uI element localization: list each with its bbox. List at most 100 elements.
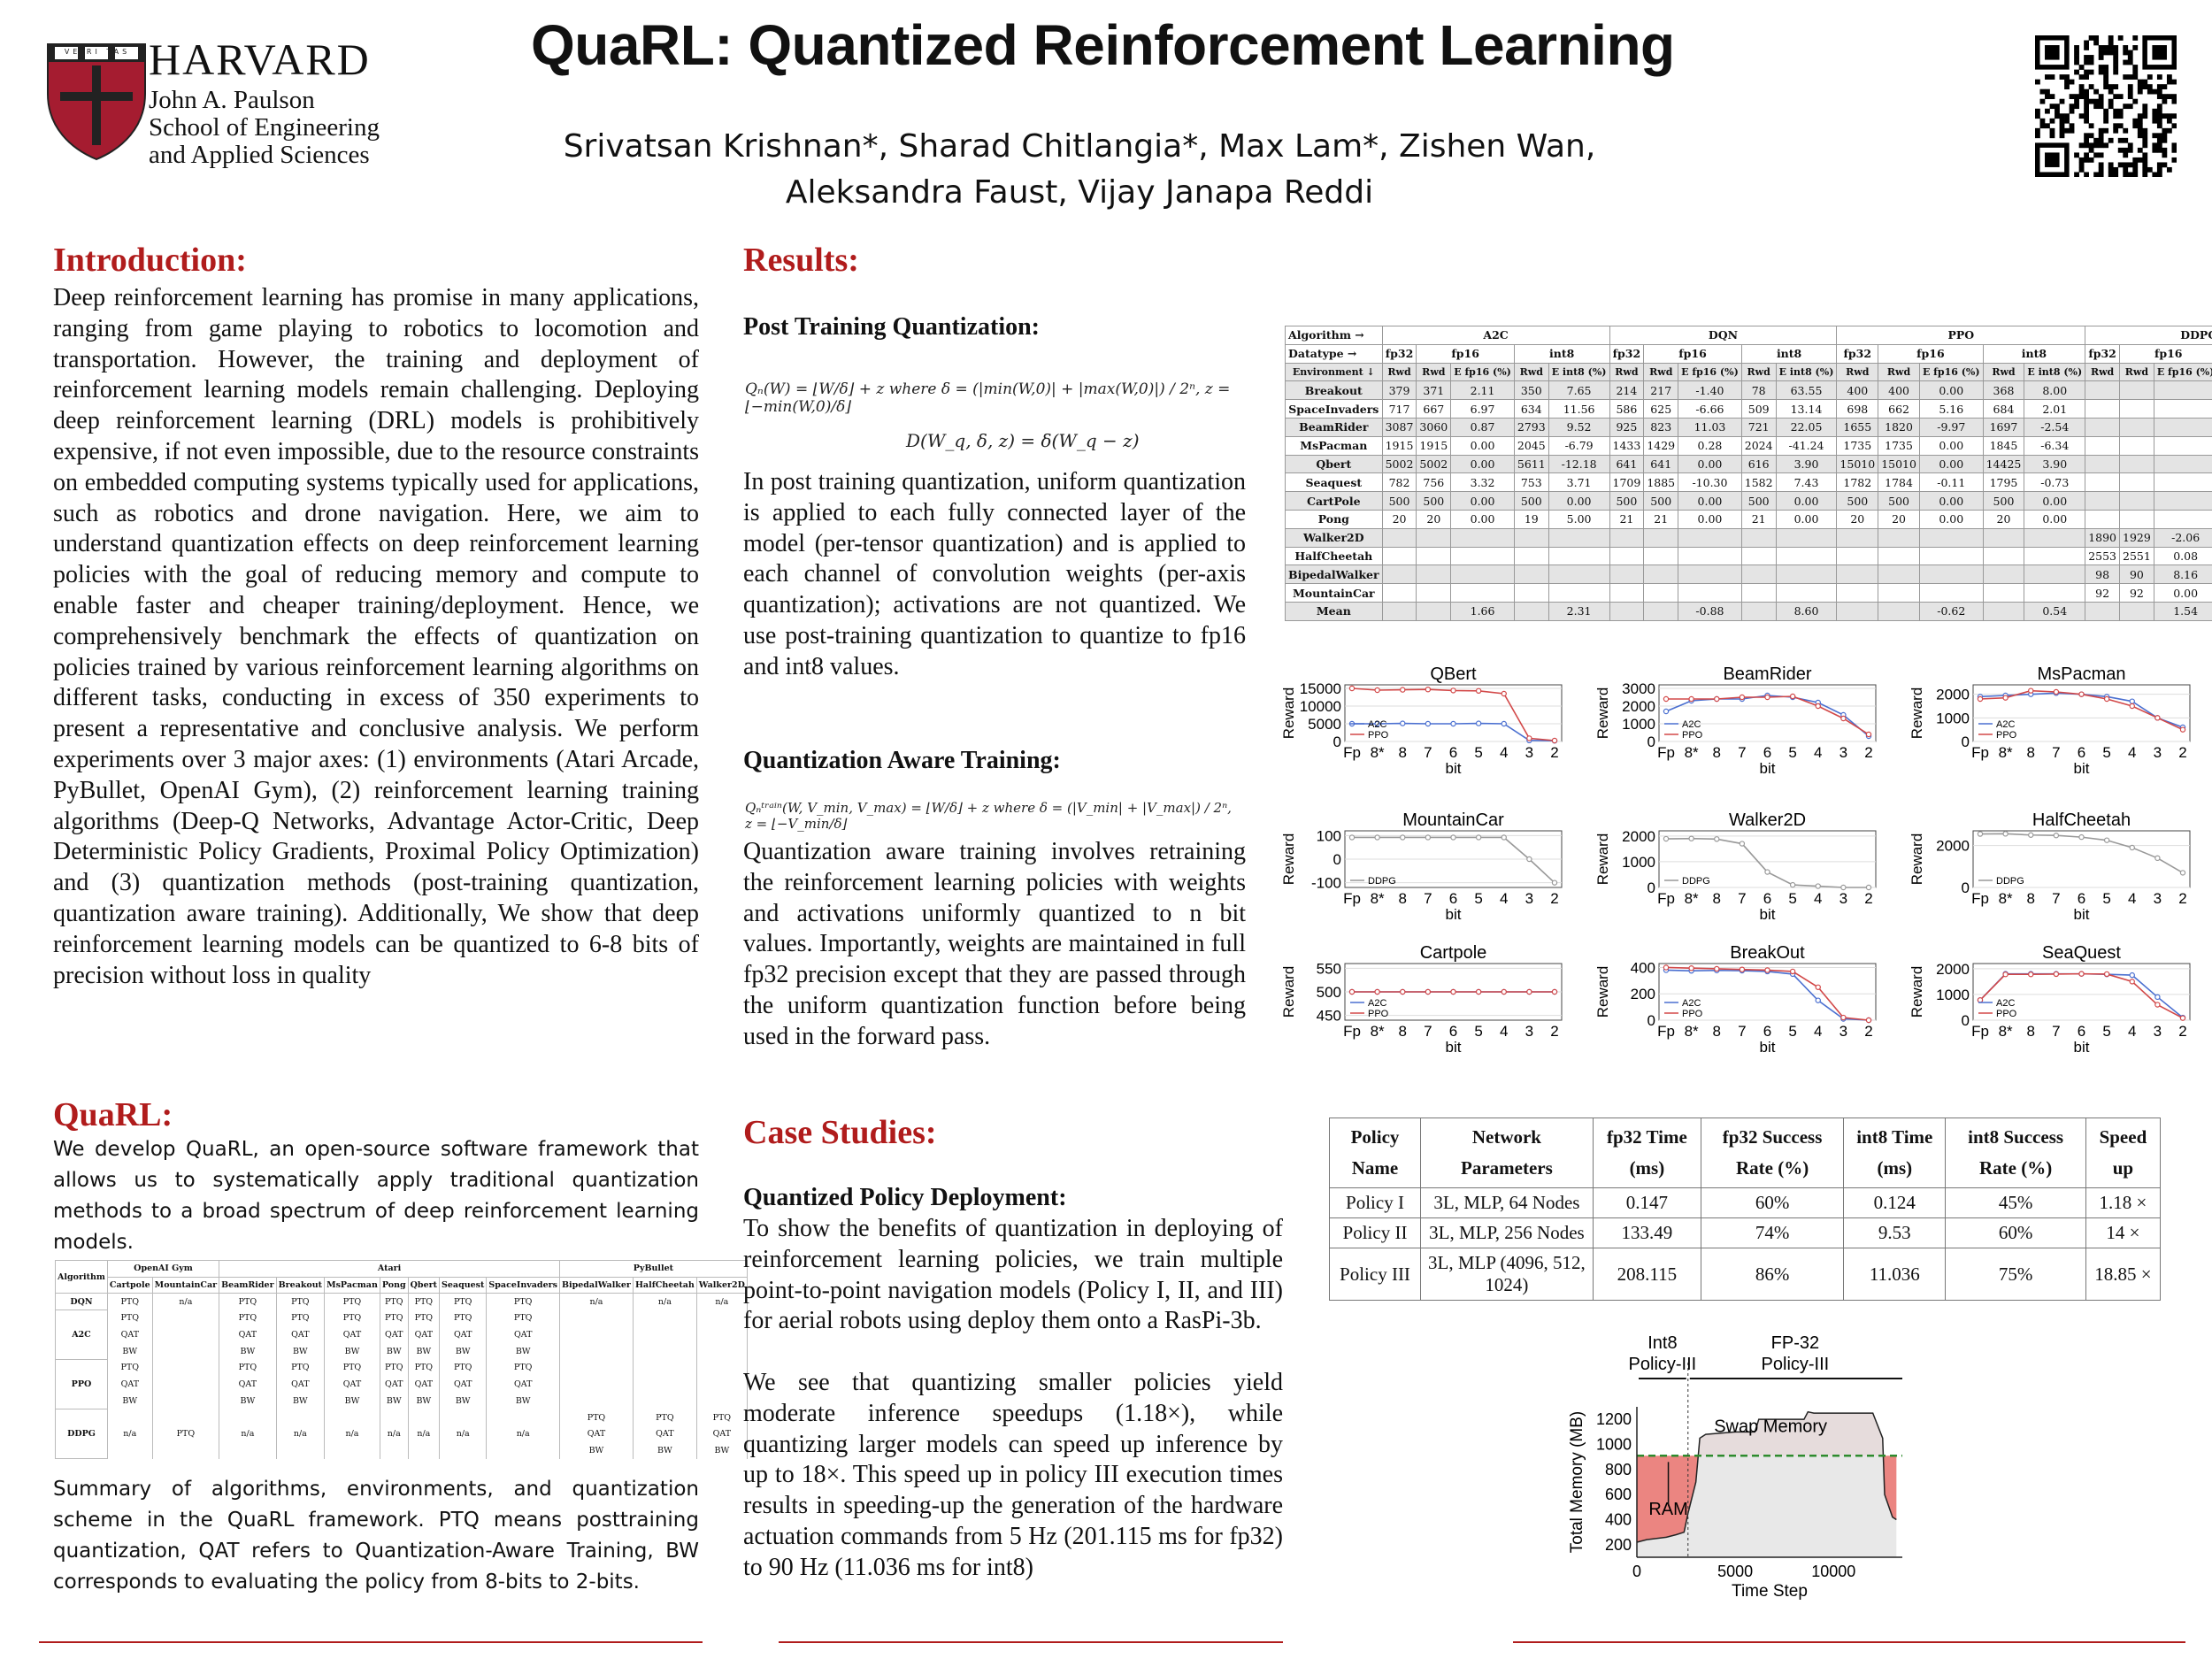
x-tick-label: 4 bbox=[1500, 890, 1508, 907]
data-point bbox=[1714, 965, 1720, 972]
table-cell bbox=[1381, 565, 1417, 585]
y-tick-label: 500 bbox=[1317, 984, 1341, 1001]
table-cell bbox=[632, 1342, 697, 1360]
table-cell: PTQ bbox=[324, 1359, 380, 1377]
qr-module bbox=[2103, 142, 2109, 149]
header-cell: Rwd bbox=[1381, 362, 1417, 382]
qr-module bbox=[2064, 127, 2070, 134]
table-cell bbox=[1513, 601, 1549, 621]
table-cell: 1655 bbox=[1836, 417, 1879, 437]
table-cell bbox=[1416, 546, 1452, 566]
env-cell: Mean bbox=[1285, 601, 1383, 621]
qr-module bbox=[2064, 84, 2070, 89]
algo-cell: DDPG bbox=[55, 1409, 108, 1460]
data-point bbox=[1764, 694, 1770, 701]
legend-label: A2C bbox=[1368, 719, 1386, 730]
table-cell: 717 bbox=[1381, 399, 1417, 419]
table-cell: 1.18 × bbox=[2085, 1187, 2162, 1218]
table-cell bbox=[2085, 491, 2120, 511]
table-cell: 3L, MLP (4096, 512, 1024) bbox=[1419, 1248, 1594, 1301]
env-cell: MountainCar bbox=[1285, 583, 1383, 603]
table-cell bbox=[1643, 583, 1679, 603]
table-row: DDPG PTQ PTQ PTQ bbox=[55, 1409, 748, 1460]
env-cell: SpaceInvaders bbox=[1285, 399, 1383, 419]
table-cell bbox=[2085, 399, 2120, 419]
table-cell: 14425 bbox=[1982, 454, 2025, 474]
data-point bbox=[2053, 833, 2060, 839]
table-cell: 1735 bbox=[1878, 435, 1920, 456]
qr-module bbox=[2084, 108, 2089, 114]
x-tick-label: 8 bbox=[1399, 744, 1407, 761]
table-cell: QAT bbox=[219, 1376, 277, 1393]
y-axis-label: Reward bbox=[1283, 687, 1297, 740]
header-cell: int8 bbox=[1740, 343, 1838, 364]
qr-module bbox=[2098, 142, 2104, 149]
table-cell: PTQ bbox=[439, 1293, 488, 1310]
legend-label: DDPG bbox=[1996, 876, 2024, 887]
chart-title: Cartpole bbox=[1420, 943, 1487, 963]
table-cell: QAT bbox=[695, 1425, 748, 1443]
table-cell: 823 bbox=[1643, 417, 1679, 437]
y-tick-label: 1000 bbox=[1622, 716, 1655, 733]
table-cell: 1582 bbox=[1740, 472, 1777, 493]
qr-module bbox=[2098, 98, 2104, 104]
table-cell bbox=[1740, 546, 1777, 566]
footer-divider bbox=[1513, 1641, 2185, 1643]
qr-module bbox=[2113, 113, 2119, 119]
table-cell: BW bbox=[379, 1342, 409, 1360]
data-point bbox=[1663, 964, 1670, 971]
qr-module bbox=[2084, 157, 2089, 163]
qr-module bbox=[2045, 94, 2050, 100]
header-cell: int8 Success Rate (%) bbox=[1945, 1118, 2086, 1188]
y-tick-label: 1000 bbox=[1936, 710, 1970, 726]
env-cell: CartPole bbox=[1285, 491, 1383, 511]
table-cell: -41.24 bbox=[1775, 435, 1838, 456]
x-tick-label: 6 bbox=[1449, 744, 1457, 761]
table-cell: 214 bbox=[1609, 380, 1645, 401]
table-cell bbox=[2119, 454, 2154, 474]
y-tick-label: 200 bbox=[1605, 1536, 1632, 1554]
qr-module bbox=[2098, 45, 2104, 50]
table-cell bbox=[558, 1376, 634, 1393]
qr-module bbox=[2117, 108, 2124, 114]
table-cell: 208.115 bbox=[1592, 1248, 1701, 1301]
table-cell bbox=[219, 1442, 277, 1459]
table-cell: 13.14 bbox=[1775, 399, 1838, 419]
qr-module bbox=[2127, 84, 2133, 89]
qr-module bbox=[2039, 88, 2046, 95]
qr-module bbox=[2123, 172, 2129, 178]
header-cell: fp32 bbox=[1609, 343, 1645, 364]
table-cell bbox=[151, 1342, 220, 1360]
qr-module bbox=[2108, 104, 2114, 110]
data-point bbox=[1526, 735, 1532, 741]
table-cell bbox=[2119, 472, 2154, 493]
table-row: Policy I 3L, MLP, 64 Nodes 0.147 60% 0.124 45… bbox=[1329, 1187, 2162, 1218]
x-tick-label: 2 bbox=[1864, 744, 1872, 761]
qr-module bbox=[2171, 79, 2177, 85]
table-cell: Policy I bbox=[1329, 1187, 1421, 1218]
table-cell: -1.40 bbox=[1678, 380, 1742, 401]
qr-module bbox=[2156, 104, 2162, 110]
author-line: Aleksandra Faust, Vijay Janapa Reddi bbox=[785, 174, 1374, 211]
qr-module bbox=[2035, 108, 2040, 114]
data-point bbox=[1425, 834, 1432, 841]
table-cell bbox=[1836, 583, 1879, 603]
qr-module bbox=[2142, 84, 2148, 89]
table-cell: 667 bbox=[1416, 399, 1452, 419]
data-point bbox=[2179, 870, 2186, 876]
x-tick-label: 6 bbox=[1763, 890, 1771, 907]
table-cell: 2553 bbox=[2085, 546, 2120, 566]
data-point bbox=[2154, 994, 2161, 1001]
qr-module bbox=[2117, 137, 2124, 143]
qr-code[interactable] bbox=[2035, 35, 2177, 178]
env-cell: Seaquest bbox=[1285, 472, 1383, 493]
qr-module bbox=[2055, 108, 2060, 114]
qr-module bbox=[2147, 88, 2153, 95]
table-header-row: Environment ↓ Rwd Rwd E fp16 (%) Rwd E int8 (… bbox=[1285, 362, 2212, 382]
qr-module bbox=[2059, 118, 2065, 124]
x-axis-label: bit bbox=[1446, 760, 1462, 777]
qr-module bbox=[2132, 172, 2139, 178]
qr-module bbox=[2098, 137, 2104, 143]
x-tick-label: 6 bbox=[2078, 890, 2085, 907]
